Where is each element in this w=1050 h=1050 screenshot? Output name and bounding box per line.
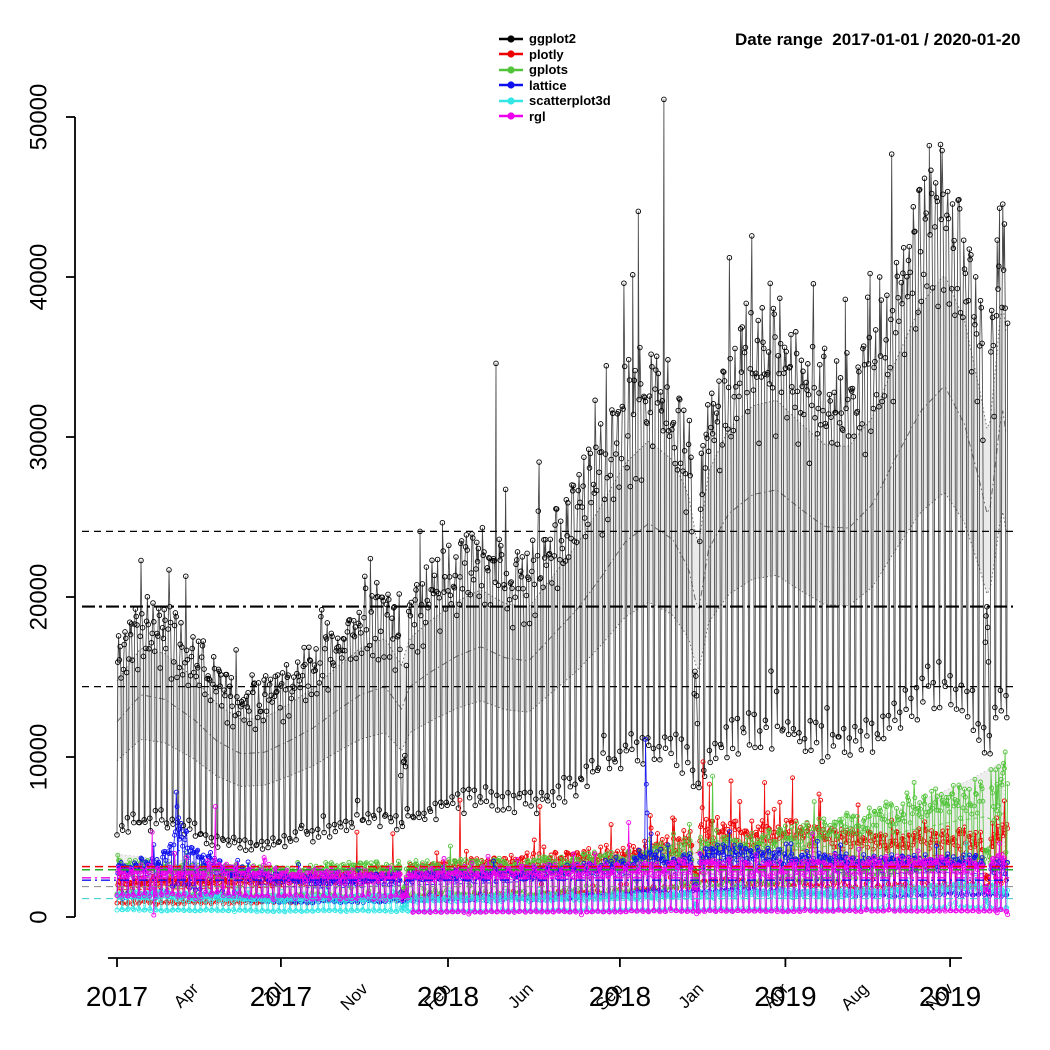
legend-item-ggplot2: ggplot2 [498,31,611,47]
x-month-label: Jan [675,979,708,1012]
legend-item-lattice: lattice [498,78,611,94]
y-tick-label: 10000 [25,724,52,791]
y-tick-label: 40000 [25,244,52,311]
y-tick-label: 20000 [25,564,52,631]
y-axis: 0 10000 20000 30000 40000 50000 [25,84,76,924]
legend-marker-icon [499,81,523,89]
x-year-label: 2018 [589,981,651,1012]
legend-label: ggplot2 [529,31,576,47]
legend-marker-icon [499,97,523,105]
legend-item-rgl: rgl [498,109,611,125]
legend-label: lattice [529,77,567,93]
legend-item-plotly: plotly [498,47,611,63]
x-year-label: 2017 [86,981,148,1012]
date-range-annotation: Date range 2017-01-01 / 2020-01-20 [735,30,1021,49]
legend-label: rgl [529,108,546,124]
y-tick-label: 0 [25,910,52,923]
legend-item-gplots: gplots [498,62,611,78]
legend-label: gplots [529,62,568,78]
legend-item-scatterplot3d: scatterplot3d [498,93,611,109]
x-year-label: 2017 [250,981,312,1012]
x-month-label: Apr [170,979,202,1011]
chart-legend: ggplot2 plotly gplots lattice scatterplot3d r… [498,31,611,124]
series-ggplot2 [114,96,1011,853]
x-year-label: 2019 [754,981,816,1012]
x-month-label: Nov [337,979,372,1014]
y-tick-label: 50000 [25,84,52,151]
ggplot2-mean-line [116,386,1007,755]
legend-label: plotly [529,46,564,62]
x-year-label: 2018 [417,981,479,1012]
x-month-label: Aug [837,979,872,1014]
legend-label: scatterplot3d [529,93,611,109]
legend-marker-icon [499,50,523,58]
y-tick-label: 30000 [25,404,52,471]
x-month-label: Jun [504,979,537,1012]
legend-marker-icon [499,35,523,43]
x-year-label: 2019 [919,981,981,1012]
band-lower-edge [116,492,1007,787]
legend-marker-icon [499,112,523,120]
lattice-trend-line [116,849,1007,889]
legend-marker-icon [499,66,523,74]
ggplot2-markers [114,96,1011,853]
